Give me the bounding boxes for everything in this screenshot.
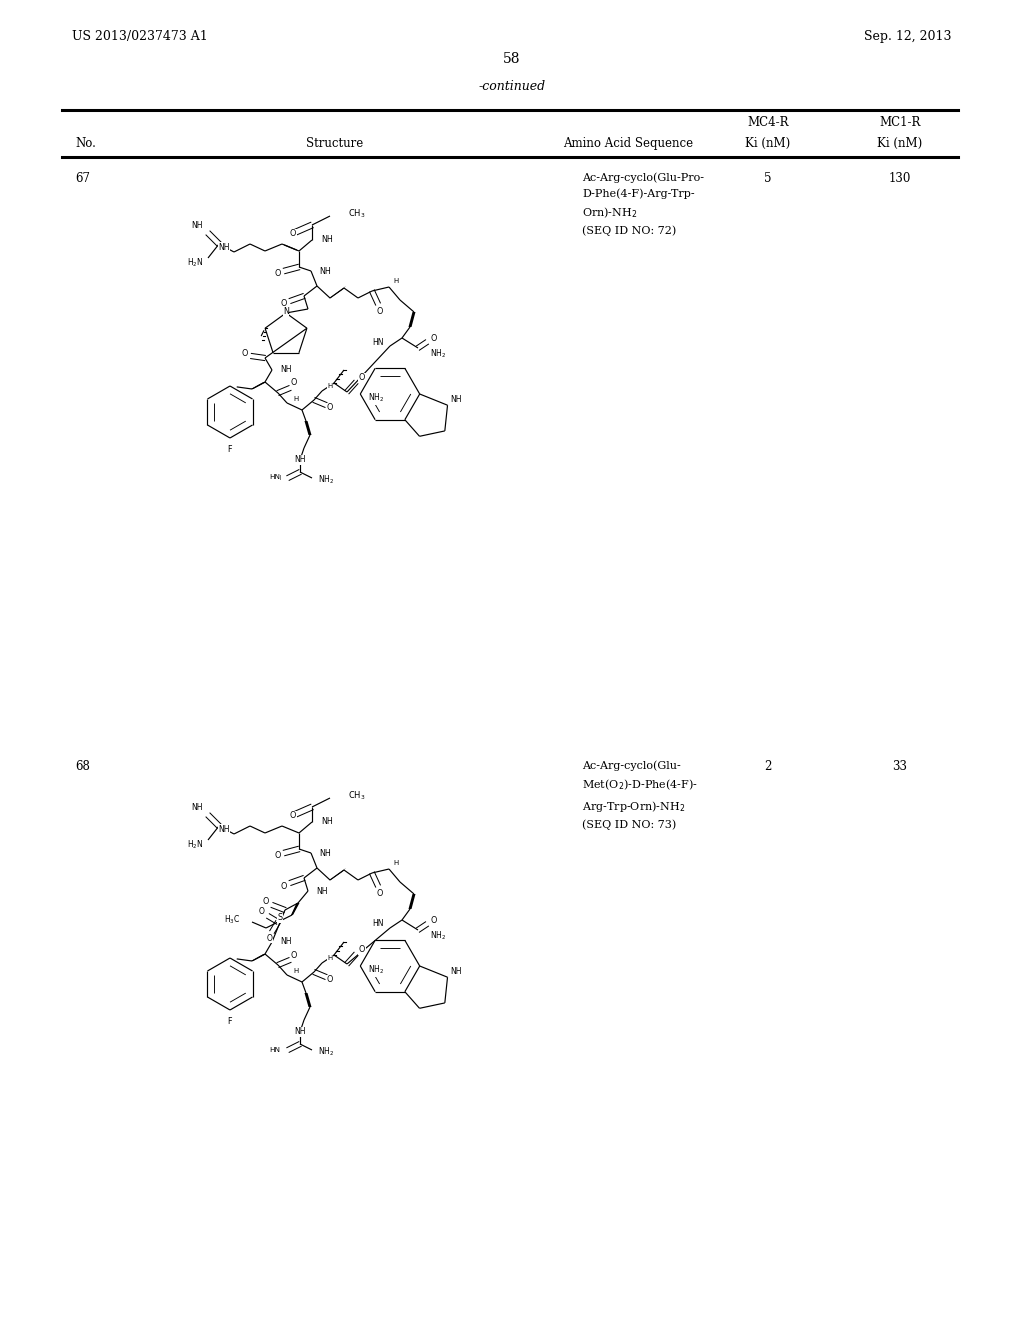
Text: NH$_2$: NH$_2$ [430, 347, 446, 360]
Text: MC1-R: MC1-R [880, 116, 921, 129]
Text: H: H [327, 954, 332, 961]
Polygon shape [251, 954, 266, 961]
Text: O: O [431, 916, 437, 924]
Polygon shape [329, 286, 346, 300]
Text: NH: NH [294, 455, 306, 465]
Text: NH: NH [321, 817, 333, 826]
Text: NH: NH [280, 937, 292, 946]
Text: 5: 5 [764, 172, 772, 185]
Text: H$_2$N: H$_2$N [186, 257, 203, 269]
Text: O: O [291, 950, 297, 960]
Text: O: O [267, 933, 273, 942]
Text: IH: IH [193, 226, 200, 232]
Text: NH$_2$: NH$_2$ [318, 474, 334, 486]
Text: NH: NH [294, 1027, 306, 1036]
Text: O: O [259, 908, 265, 916]
Text: Amino Acid Sequence: Amino Acid Sequence [563, 137, 693, 150]
Text: O: O [281, 882, 287, 891]
Text: O: O [377, 888, 383, 898]
Text: Structure: Structure [306, 137, 364, 150]
Polygon shape [409, 312, 416, 327]
Text: NH: NH [321, 235, 333, 244]
Text: F: F [227, 1018, 232, 1027]
Text: H: H [293, 396, 298, 403]
Text: CH$_3$: CH$_3$ [348, 789, 366, 803]
Text: NH: NH [451, 395, 462, 404]
Text: O: O [377, 306, 383, 315]
Text: N: N [283, 306, 289, 315]
Text: MC4-R: MC4-R [748, 116, 788, 129]
Text: O: O [274, 269, 282, 279]
Text: No.: No. [75, 137, 96, 150]
Text: H: H [293, 968, 298, 974]
Text: HN: HN [373, 338, 384, 347]
Text: O: O [327, 975, 333, 985]
Text: O: O [242, 348, 248, 358]
Text: O: O [327, 404, 333, 412]
Text: O: O [358, 945, 366, 954]
Text: 33: 33 [893, 760, 907, 774]
Text: H$_2$N: H$_2$N [186, 838, 203, 851]
Text: CH$_3$: CH$_3$ [348, 207, 366, 220]
Text: HN: HN [269, 1047, 280, 1052]
Text: H$_3$C: H$_3$C [223, 913, 240, 927]
Polygon shape [304, 421, 311, 436]
Text: O: O [274, 851, 282, 861]
Text: 2: 2 [764, 760, 772, 774]
Text: Ac-Arg-cyclo(Glu-
Met(O$_2$)-D-Phe(4-F)-
Arg-Trp-Orn)-NH$_2$
(SEQ ID NO: 73): Ac-Arg-cyclo(Glu- Met(O$_2$)-D-Phe(4-F)-… [582, 760, 697, 830]
Text: NH$_2$: NH$_2$ [368, 964, 384, 977]
Text: NH: NH [191, 804, 203, 813]
Text: H: H [327, 383, 332, 389]
Text: O: O [290, 230, 296, 239]
Text: NH: NH [319, 849, 331, 858]
Text: NH: NH [191, 222, 203, 231]
Text: H: H [393, 279, 398, 284]
Text: 67: 67 [75, 172, 90, 185]
Polygon shape [251, 381, 266, 389]
Polygon shape [291, 903, 299, 915]
Polygon shape [409, 894, 416, 909]
Text: Sep. 12, 2013: Sep. 12, 2013 [864, 30, 952, 44]
Text: Ac-Arg-cyclo(Glu-Pro-
D-Phe(4-F)-Arg-Trp-
Orn)-NH$_2$
(SEQ ID NO: 72): Ac-Arg-cyclo(Glu-Pro- D-Phe(4-F)-Arg-Trp… [582, 172, 705, 236]
Text: O: O [291, 379, 297, 388]
Text: HN: HN [269, 474, 280, 480]
Text: NH$_2$: NH$_2$ [318, 1045, 334, 1059]
Text: NH$_2$: NH$_2$ [430, 929, 446, 942]
Polygon shape [304, 993, 311, 1007]
Text: Ki (nM): Ki (nM) [878, 137, 923, 150]
Text: NH: NH [316, 887, 328, 895]
Text: O: O [290, 812, 296, 821]
Text: NH$_2$: NH$_2$ [368, 392, 384, 404]
Text: NH: NH [218, 243, 230, 252]
Polygon shape [329, 869, 346, 880]
Text: O: O [431, 334, 437, 342]
Text: O: O [281, 300, 287, 309]
Text: NH: NH [319, 267, 331, 276]
Text: 130: 130 [889, 172, 911, 185]
Text: 58: 58 [503, 51, 521, 66]
Text: NH: NH [451, 968, 462, 977]
Text: -continued: -continued [478, 81, 546, 92]
Text: HN: HN [373, 920, 384, 928]
Text: Ki (nM): Ki (nM) [745, 137, 791, 150]
Text: NH: NH [218, 825, 230, 833]
Text: IH: IH [274, 475, 282, 480]
Text: O: O [263, 898, 269, 907]
Text: 68: 68 [75, 760, 90, 774]
Text: S: S [278, 913, 283, 923]
Text: O: O [358, 374, 366, 383]
Text: H: H [393, 861, 398, 866]
Text: NH: NH [280, 366, 292, 375]
Text: US 2013/0237473 A1: US 2013/0237473 A1 [72, 30, 208, 44]
Text: F: F [227, 445, 232, 454]
